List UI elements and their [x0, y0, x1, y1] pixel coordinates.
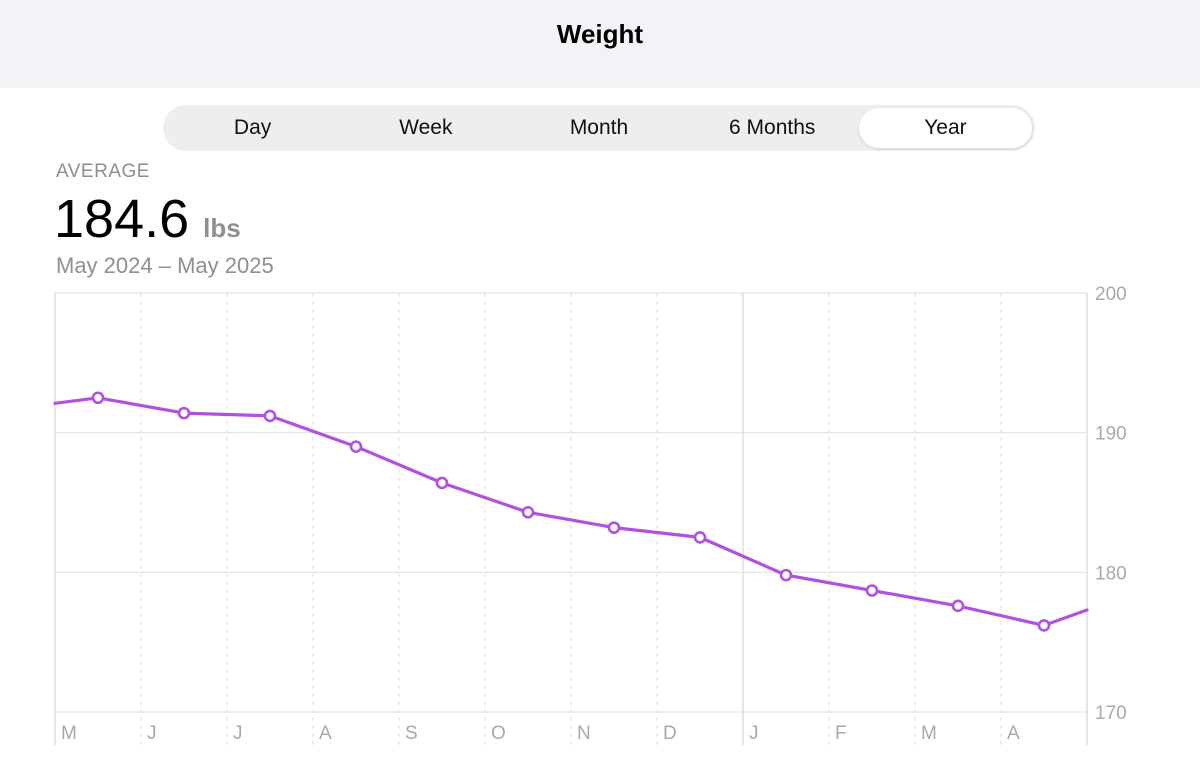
time-range-segmented-control: Day Week Month 6 Months Year	[163, 105, 1035, 151]
x-tick-label: A	[319, 723, 332, 744]
tab-year[interactable]: Year	[858, 108, 1033, 148]
x-tick-label: N	[577, 723, 591, 744]
x-tick-label: J	[233, 723, 243, 744]
data-point	[435, 476, 449, 490]
x-tick-label: M	[921, 723, 937, 744]
x-tick-label: J	[749, 723, 759, 744]
data-point	[177, 406, 191, 420]
average-label: AVERAGE	[56, 161, 150, 182]
x-tick-label: S	[405, 723, 418, 744]
data-point	[865, 584, 879, 597]
data-point	[91, 391, 105, 405]
navigation-bar: Weight	[0, 0, 1200, 88]
average-value: 184.6 lbs	[54, 188, 241, 250]
data-point	[349, 440, 363, 453]
y-tick-label: 170	[1095, 703, 1127, 724]
y-tick-label: 180	[1095, 563, 1127, 584]
x-tick-label: A	[1007, 723, 1020, 744]
data-point	[693, 531, 707, 544]
tab-month[interactable]: Month	[569, 116, 629, 139]
tab-day[interactable]: Day	[233, 116, 272, 139]
weight-line-chart[interactable]: M J J A S O N D J F M A 200 190 180 170	[0, 280, 1200, 764]
average-unit: lbs	[203, 213, 241, 243]
average-number: 184.6	[54, 189, 190, 249]
x-tick-label: J	[147, 723, 157, 744]
date-range: May 2024 – May 2025	[56, 253, 274, 278]
x-tick-label: F	[835, 723, 847, 744]
data-point	[951, 599, 965, 613]
y-tick-label: 190	[1095, 424, 1127, 445]
tab-6-months[interactable]: 6 Months	[729, 116, 816, 139]
data-point	[1037, 619, 1051, 632]
weight-series-line	[53, 396, 1089, 627]
y-tick-label: 200	[1095, 284, 1127, 305]
page-title: Weight	[556, 19, 644, 49]
data-point	[263, 409, 277, 423]
tab-week[interactable]: Week	[399, 116, 453, 139]
x-tick-label: D	[663, 723, 677, 744]
data-point	[521, 505, 535, 519]
x-tick-label: M	[61, 723, 77, 744]
data-point	[607, 521, 621, 534]
data-point	[779, 568, 793, 582]
x-tick-label: O	[491, 723, 506, 744]
